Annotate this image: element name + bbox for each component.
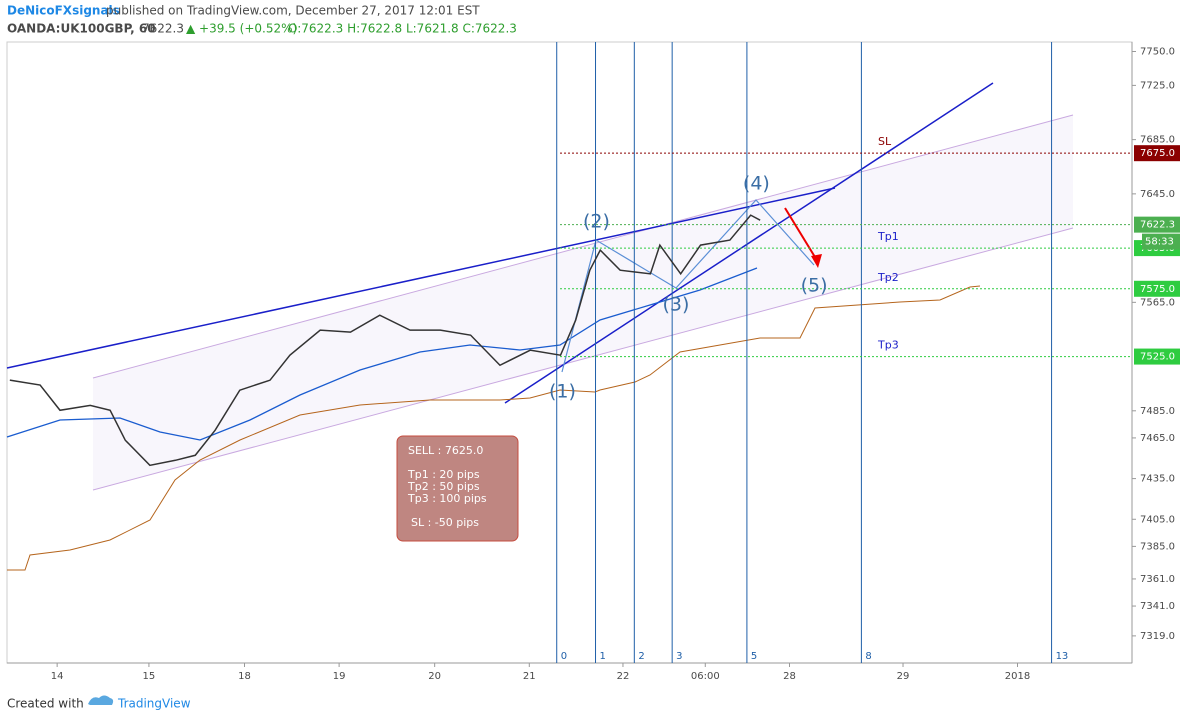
channel-fill <box>93 115 1073 490</box>
wave-label: (3) <box>662 294 689 316</box>
countdown-box <box>1142 233 1180 250</box>
time-zone-label: 13 <box>1056 651 1069 662</box>
x-tick-label: 06:00 <box>691 671 720 682</box>
y-tick-label: 7385.0 <box>1140 541 1175 552</box>
wave-label: (1) <box>549 381 576 403</box>
time-zone-label: 2 <box>638 651 644 662</box>
note-text: Tp3 : 100 pips <box>407 492 487 505</box>
brand-logo <box>88 695 114 705</box>
note-box <box>396 435 519 542</box>
level-label: 7622.3 <box>1140 220 1175 231</box>
time-zone-label: 3 <box>676 651 682 662</box>
wave-label: (5) <box>801 275 828 297</box>
note-text: Tp1 : 20 pips <box>407 468 480 481</box>
x-tick-label: 20 <box>428 671 441 682</box>
countdown: 58:33 <box>1145 237 1174 248</box>
time-zone-label: 0 <box>561 651 567 662</box>
published: published on TradingView.com, December 2… <box>106 4 480 18</box>
trend-line <box>6 187 836 369</box>
last-price: 7622.3 <box>142 22 184 36</box>
x-tick-label: 19 <box>333 671 346 682</box>
y-tick-label: 7341.0 <box>1140 601 1175 612</box>
y-tick-label: 7645.0 <box>1140 189 1175 200</box>
footer-brand: TradingView <box>117 697 191 711</box>
y-tick-label: 7435.0 <box>1140 474 1175 485</box>
y-tick-label: 7725.0 <box>1140 80 1175 91</box>
y-tick-label: 7485.0 <box>1140 406 1175 417</box>
y-tick-label: 7465.0 <box>1140 433 1175 444</box>
level-box <box>1134 280 1180 297</box>
level-box <box>1134 216 1180 233</box>
level-name: Tp2 <box>877 271 899 284</box>
wave-path <box>561 199 815 373</box>
x-tick-label: 18 <box>238 671 251 682</box>
note-text: SELL : 7625.0 <box>408 444 483 457</box>
footer-created: Created with <box>7 697 84 711</box>
x-tick-label: 21 <box>523 671 536 682</box>
arrow <box>784 207 819 263</box>
y-tick-label: 7565.0 <box>1140 297 1175 308</box>
price-line <box>9 214 761 467</box>
lagging-line <box>7 285 981 571</box>
moving-average <box>6 267 758 441</box>
note-text: SL : -50 pips <box>411 516 479 529</box>
x-tick-label: 15 <box>143 671 156 682</box>
time-zone-label: 5 <box>751 651 757 662</box>
level-name: SL <box>878 135 892 148</box>
x-tick-label: 28 <box>783 671 796 682</box>
time-zone-label: 1 <box>600 651 606 662</box>
level-box <box>1134 145 1180 162</box>
author: DeNicoFXsignals <box>7 4 120 18</box>
symbol: OANDA:UK100GBP, 60 <box>7 22 156 36</box>
ohlc: O:7622.3 H:7622.8 L:7621.8 C:7622.3 <box>288 22 517 36</box>
wave-label: (2) <box>583 211 610 233</box>
level-name: Tp1 <box>877 230 899 243</box>
level-label: 7575.0 <box>1140 284 1175 295</box>
trend-line <box>504 82 994 404</box>
x-tick-label: 14 <box>51 671 64 682</box>
note-text: Tp2 : 50 pips <box>407 480 480 493</box>
x-tick-label: 29 <box>897 671 910 682</box>
channel-line <box>92 114 1074 379</box>
change: ▲ +39.5 (+0.52%) <box>186 22 297 36</box>
y-tick-label: 7750.0 <box>1140 46 1175 57</box>
wave-label: (4) <box>743 173 770 195</box>
level-name: Tp3 <box>877 339 899 352</box>
channel-line <box>92 227 1074 491</box>
y-tick-label: 7405.0 <box>1140 514 1175 525</box>
time-zone-label: 8 <box>865 651 871 662</box>
x-tick-label: 22 <box>617 671 630 682</box>
y-tick-label: 7319.0 <box>1140 631 1175 642</box>
y-tick-label: 7361.0 <box>1140 574 1175 585</box>
x-tick-label: 2018 <box>1005 671 1030 682</box>
level-label: 7675.0 <box>1140 148 1175 159</box>
level-box <box>1134 348 1180 365</box>
arrow-head <box>811 254 822 268</box>
y-tick-label: 7685.0 <box>1140 135 1175 146</box>
level-label: 7525.0 <box>1140 352 1175 363</box>
